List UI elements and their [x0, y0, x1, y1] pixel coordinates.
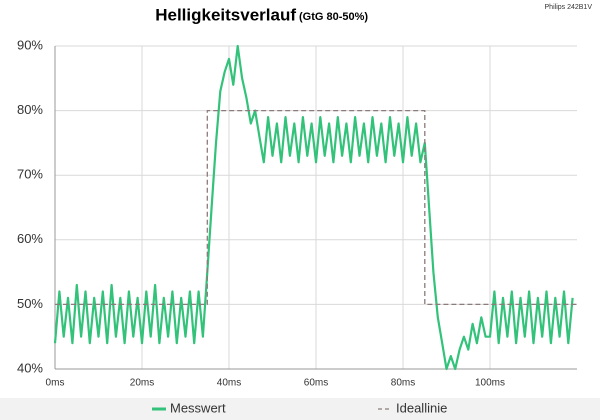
chart-title: Helligkeitsverlauf: [155, 5, 296, 24]
legend-label: Messwert: [170, 400, 226, 415]
y-tick-label: 90%: [17, 37, 43, 52]
chart-subtitle: (GtG 80-50%): [299, 11, 368, 23]
x-tick-label: 80ms: [391, 378, 415, 389]
x-tick-label: 40ms: [217, 378, 241, 389]
annotation: Philips 242B1V: [545, 4, 593, 11]
legend-label: Ideallinie: [396, 400, 447, 415]
y-tick-label: 70%: [17, 167, 43, 182]
series-line: [53, 44, 574, 371]
x-tick-label: 0ms: [46, 378, 65, 389]
legend-band: [0, 398, 600, 420]
y-tick-label: 40%: [17, 360, 43, 375]
x-tick-label: 100ms: [475, 378, 505, 389]
x-tick-label: 20ms: [130, 378, 154, 389]
x-tick-label: 60ms: [304, 378, 328, 389]
y-tick-label: 80%: [17, 102, 43, 117]
y-tick-label: 60%: [17, 231, 43, 246]
y-tick-label: 50%: [17, 296, 43, 311]
